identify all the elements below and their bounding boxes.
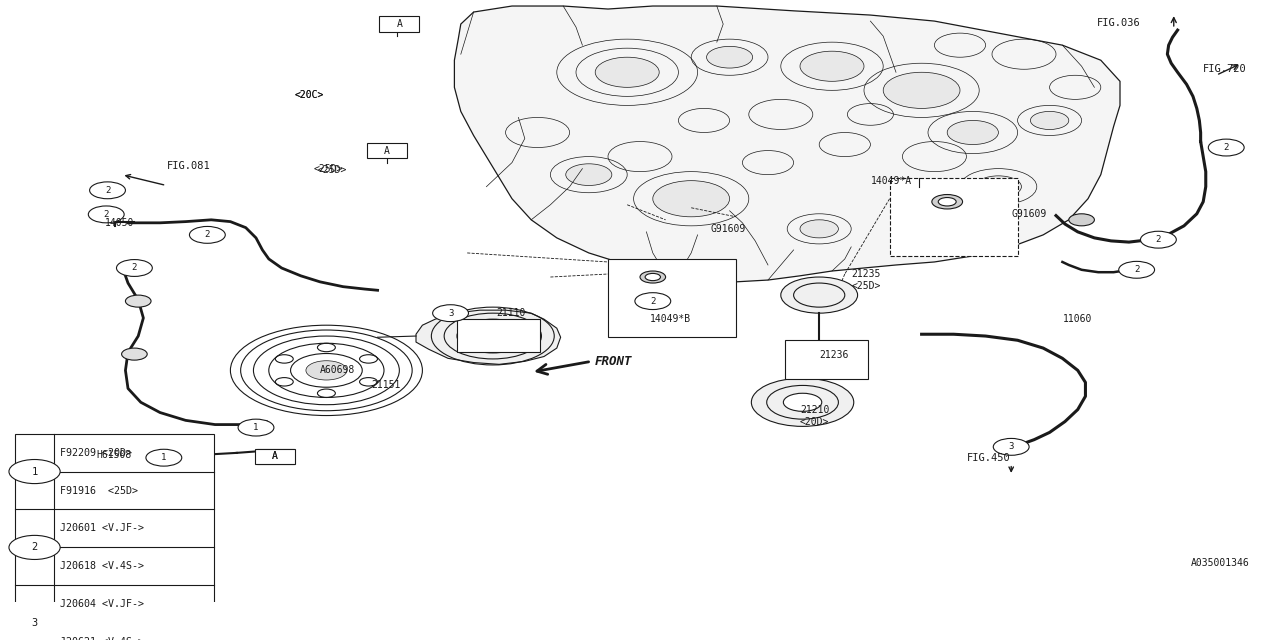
Circle shape (433, 305, 468, 321)
Text: <25D>: <25D> (851, 281, 881, 291)
Text: 21110: 21110 (497, 308, 526, 318)
Circle shape (911, 212, 957, 234)
Circle shape (90, 182, 125, 199)
Circle shape (645, 273, 660, 280)
Text: 21151: 21151 (371, 380, 401, 390)
Text: A: A (273, 451, 278, 461)
Circle shape (1119, 261, 1155, 278)
Circle shape (9, 460, 60, 484)
Text: G91609: G91609 (1011, 209, 1047, 219)
Text: 2: 2 (105, 186, 110, 195)
Text: 2: 2 (32, 543, 37, 552)
Circle shape (238, 419, 274, 436)
Text: 3: 3 (448, 308, 453, 317)
Bar (257, 449, 293, 464)
Text: 21210: 21210 (800, 404, 829, 415)
Bar (379, 16, 420, 32)
Text: FRONT: FRONT (595, 355, 632, 368)
Text: H61508: H61508 (96, 450, 132, 460)
Text: J20618 <V.4S->: J20618 <V.4S-> (60, 561, 145, 572)
Circle shape (116, 260, 152, 276)
Text: FIG.036: FIG.036 (1097, 18, 1140, 28)
Circle shape (883, 72, 960, 108)
Text: <25D>: <25D> (314, 164, 343, 173)
Circle shape (783, 393, 822, 412)
Text: <20C>: <20C> (294, 90, 324, 100)
Text: F91916  <25D>: F91916 <25D> (60, 486, 138, 495)
Text: 21235: 21235 (851, 269, 881, 279)
Text: 2: 2 (1134, 266, 1139, 275)
Text: <20D>: <20D> (800, 417, 829, 427)
Circle shape (88, 206, 124, 223)
Text: A60698: A60698 (320, 365, 356, 376)
Text: G91609: G91609 (710, 224, 746, 234)
Circle shape (595, 57, 659, 87)
Bar (457, 319, 540, 352)
Text: J20621 <V.4S->: J20621 <V.4S-> (60, 637, 145, 640)
Text: 1: 1 (253, 423, 259, 432)
Circle shape (975, 176, 1021, 198)
Bar (608, 259, 736, 337)
Text: A035001346: A035001346 (1190, 558, 1249, 568)
Circle shape (781, 277, 858, 313)
Text: 1: 1 (161, 453, 166, 462)
Text: FIG.720: FIG.720 (1203, 64, 1247, 74)
Circle shape (1208, 139, 1244, 156)
Text: 2: 2 (104, 210, 109, 219)
Text: 2: 2 (1156, 235, 1161, 244)
Text: 3: 3 (1009, 442, 1014, 451)
Circle shape (1030, 111, 1069, 129)
Bar (785, 340, 868, 380)
Bar (255, 449, 296, 464)
Text: 3: 3 (32, 618, 37, 628)
Circle shape (9, 536, 60, 559)
Circle shape (146, 449, 182, 466)
Polygon shape (454, 6, 1120, 282)
Text: 21236: 21236 (819, 350, 849, 360)
Text: 2: 2 (132, 264, 137, 273)
Circle shape (993, 438, 1029, 455)
Bar (890, 178, 1018, 256)
Text: J20604 <V.JF->: J20604 <V.JF-> (60, 599, 145, 609)
Circle shape (800, 220, 838, 238)
Bar (15, 434, 214, 640)
Circle shape (640, 271, 666, 283)
Polygon shape (416, 310, 561, 364)
Circle shape (635, 292, 671, 310)
Text: 2: 2 (650, 296, 655, 306)
Circle shape (751, 378, 854, 426)
Circle shape (947, 120, 998, 145)
Text: 11060: 11060 (1062, 314, 1092, 324)
Text: <25D>: <25D> (317, 165, 347, 175)
Text: A: A (384, 145, 389, 156)
Circle shape (800, 51, 864, 81)
Bar (366, 143, 407, 158)
Circle shape (566, 164, 612, 186)
Text: FIG.081: FIG.081 (166, 161, 210, 171)
Text: A: A (273, 451, 278, 461)
Text: J20601 <V.JF->: J20601 <V.JF-> (60, 524, 145, 534)
Text: <20C>: <20C> (294, 90, 324, 100)
Text: FIG.450: FIG.450 (966, 452, 1010, 463)
Circle shape (707, 46, 753, 68)
Text: 2: 2 (1224, 143, 1229, 152)
Circle shape (1140, 231, 1176, 248)
Circle shape (653, 180, 730, 217)
Text: 2: 2 (205, 230, 210, 239)
Circle shape (932, 195, 963, 209)
Text: A: A (397, 19, 402, 29)
Text: 14049*B: 14049*B (650, 314, 691, 324)
Circle shape (125, 295, 151, 307)
Circle shape (1069, 214, 1094, 226)
Circle shape (306, 361, 347, 380)
Circle shape (9, 611, 60, 636)
Text: 1: 1 (32, 467, 37, 477)
Text: 14049*A: 14049*A (870, 175, 911, 186)
Circle shape (122, 348, 147, 360)
Text: 14050: 14050 (105, 218, 134, 228)
Circle shape (938, 198, 956, 206)
Text: F92209 <20D>: F92209 <20D> (60, 447, 132, 458)
Circle shape (189, 227, 225, 243)
